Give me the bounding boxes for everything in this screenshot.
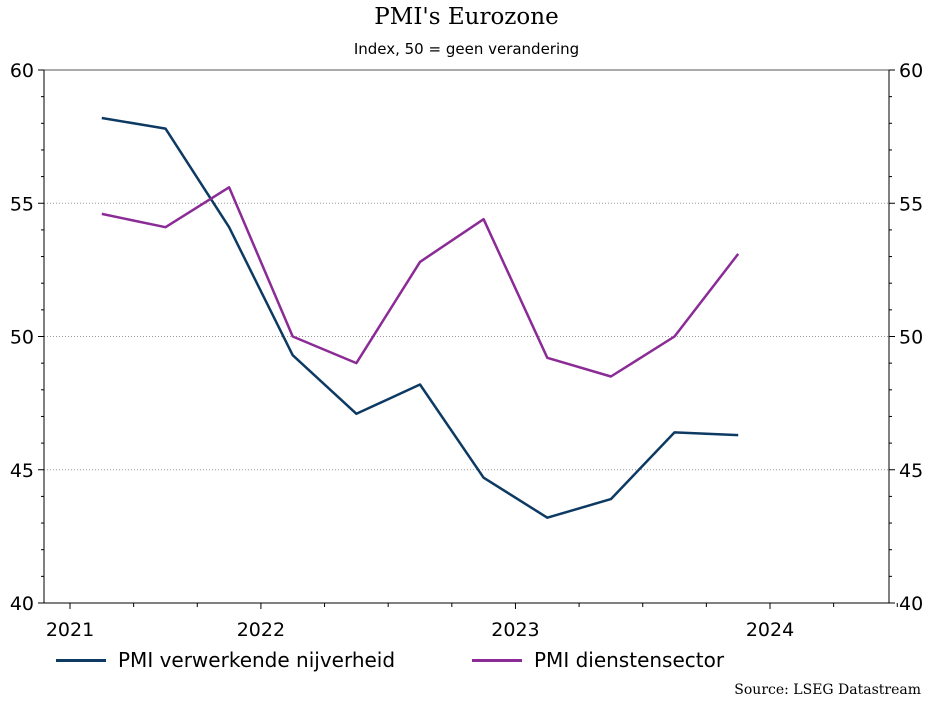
legend-item-services: PMI dienstensector (472, 648, 724, 672)
x-tick-label: 2023 (491, 619, 539, 641)
y-tick-label-left: 50 (10, 327, 34, 349)
chart-title: PMI's Eurozone (374, 4, 559, 30)
series-line-manufacturing (101, 116, 739, 519)
legend-label-manufacturing: PMI verwerkende nijverheid (118, 648, 396, 672)
y-tick-label-left: 45 (10, 460, 34, 482)
legend-swatch-services (472, 658, 522, 662)
y-tick-label-right: 45 (899, 460, 923, 482)
y-tick-label-left: 40 (10, 593, 34, 615)
legend-item-manufacturing: PMI verwerkende nijverheid (56, 648, 395, 672)
y-tick-label-left: 60 (10, 60, 34, 82)
series-line-services (101, 186, 740, 378)
source-note: Source: LSEG Datastream (734, 682, 921, 698)
x-tick-label: 2024 (746, 619, 794, 641)
legend-label-services: PMI dienstensector (534, 648, 725, 672)
chart-subtitle: Index, 50 = geen verandering (353, 40, 580, 58)
y-tick-label-right: 40 (899, 593, 923, 615)
x-tick-label: 2022 (237, 619, 285, 641)
y-tick-label-right: 50 (899, 327, 923, 349)
y-tick-label-right: 55 (899, 193, 923, 215)
x-tick-label: 2021 (46, 619, 94, 641)
y-tick-label-left: 55 (10, 193, 34, 215)
legend-swatch-manufacturing (56, 658, 106, 662)
y-tick-label-right: 60 (899, 60, 923, 82)
